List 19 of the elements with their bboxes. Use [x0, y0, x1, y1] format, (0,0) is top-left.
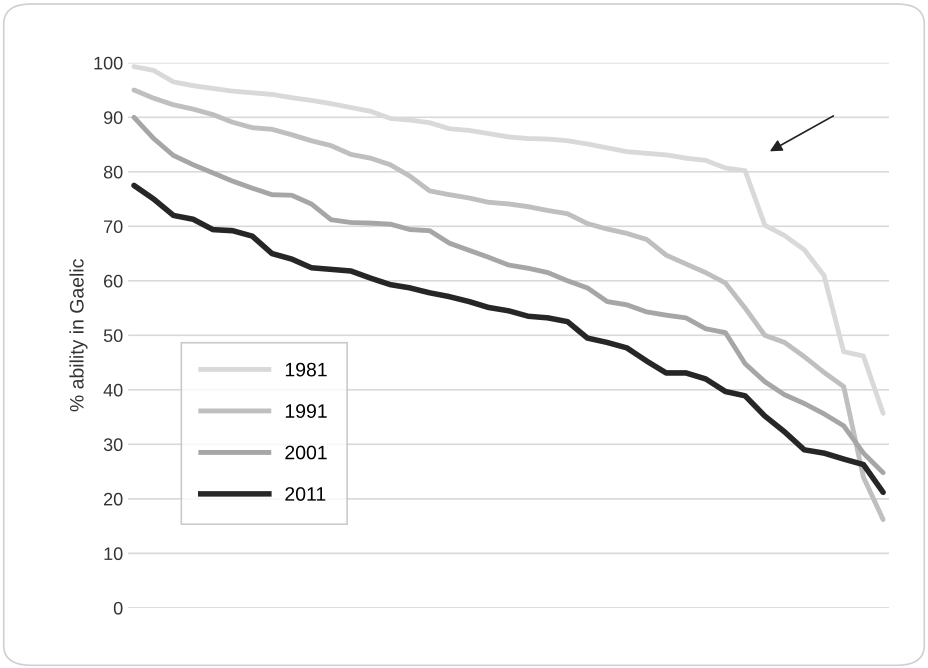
legend-label: 1981: [286, 362, 327, 376]
y-axis-title: % ability in Gaelic: [69, 259, 88, 412]
line-series: [132, 114, 886, 476]
y-tick-label: 30: [104, 438, 122, 452]
y-tick-label: 80: [104, 166, 122, 179]
y-tick-label: 50: [104, 329, 122, 342]
y-tick-label: 70: [104, 220, 122, 234]
y-tick-label: 20: [104, 492, 122, 506]
y-tick-label: 10: [104, 547, 122, 560]
line-series: [132, 88, 886, 522]
legend-label: 2001: [285, 446, 327, 460]
legend-label: 1991: [286, 404, 327, 418]
line-series: [132, 64, 886, 416]
y-tick-label: 0: [114, 602, 122, 615]
y-tick-label: 90: [104, 111, 122, 124]
y-tick-label: 40: [104, 384, 122, 397]
y-tick-label: 100: [94, 56, 122, 70]
legend-label: 2011: [285, 487, 326, 501]
y-tick-label: 60: [104, 274, 122, 288]
